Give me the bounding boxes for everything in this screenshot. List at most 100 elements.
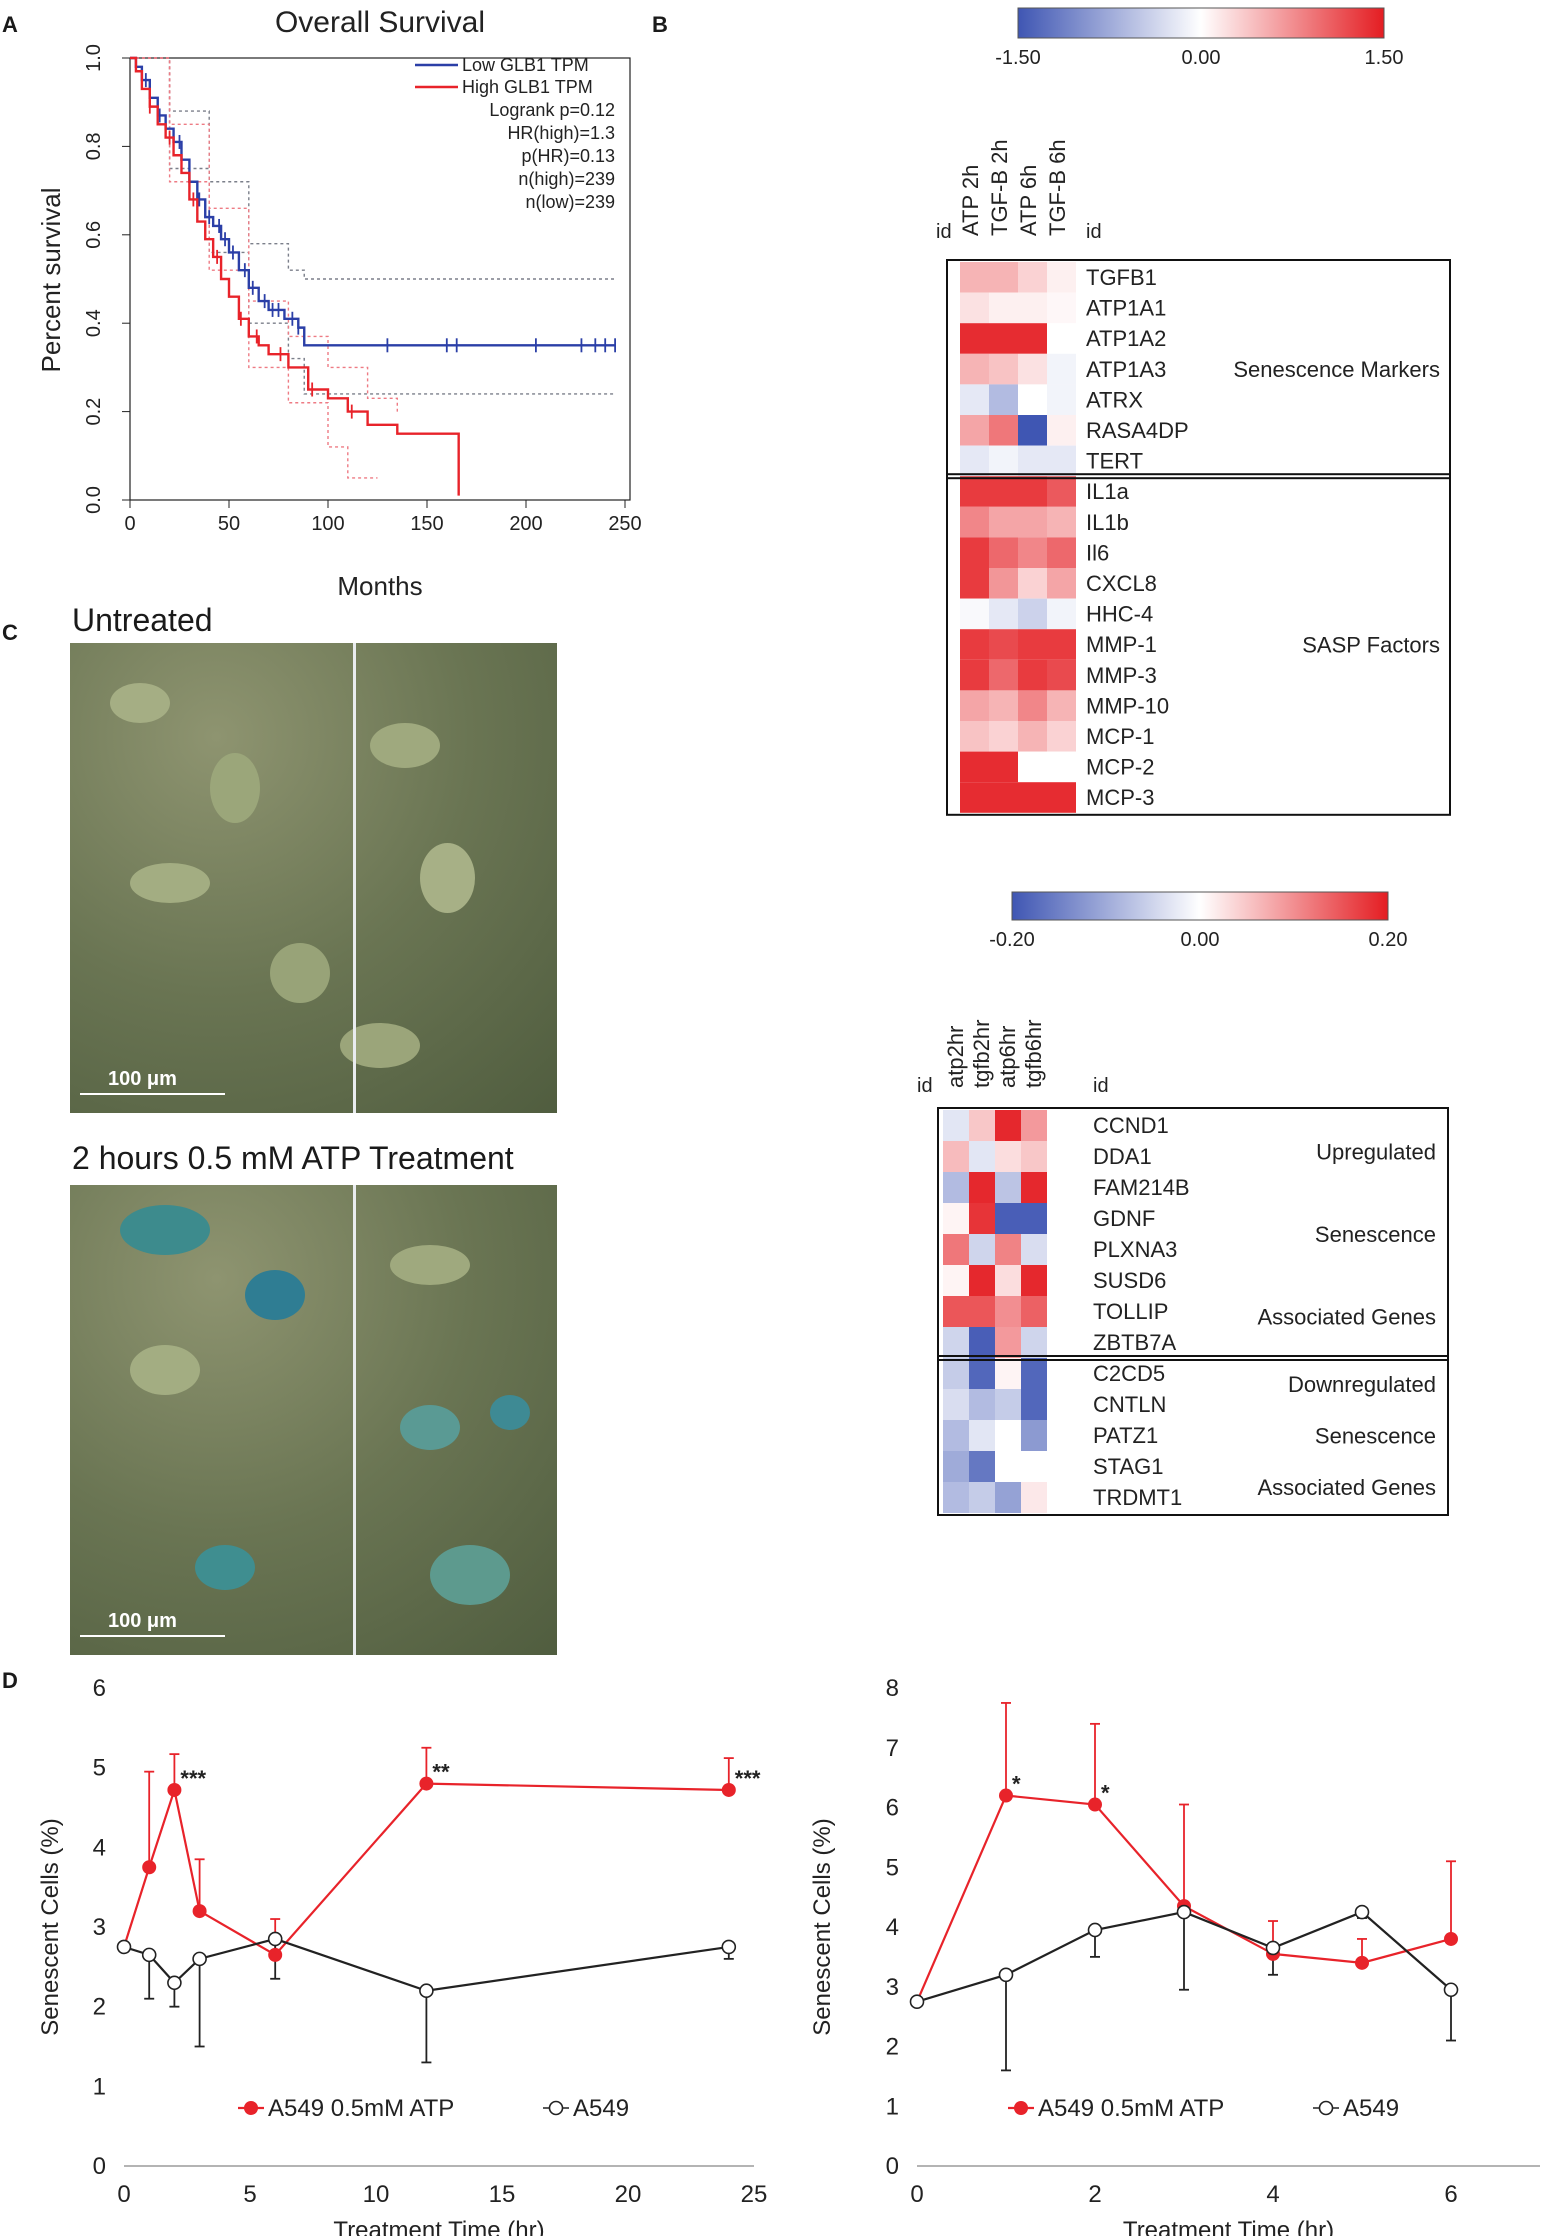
data-point-atp	[419, 1776, 434, 1791]
heat-cell	[1018, 292, 1047, 324]
data-point-control	[167, 1975, 182, 1991]
y-tick-label: 4	[886, 1914, 899, 1941]
heat-cell	[1021, 1451, 1047, 1482]
row-label: Il6	[1086, 540, 1109, 565]
heat-cell	[1047, 751, 1076, 783]
heat-cell	[989, 476, 1018, 507]
column-label: tgfb2hr	[969, 1020, 994, 1089]
heat-cell	[989, 445, 1018, 477]
heat-cell	[1021, 1265, 1047, 1296]
y-tick-label: 5	[886, 1854, 899, 1881]
heat-cell	[969, 1451, 995, 1482]
heat-cell	[1021, 1482, 1047, 1513]
group-label: Upregulated	[1316, 1139, 1436, 1164]
heat-cell	[969, 1296, 995, 1327]
id-label-left: id	[917, 1075, 933, 1097]
row-label: MMP-10	[1086, 693, 1169, 718]
heat-cell	[989, 384, 1018, 415]
x-tick-label: 0	[124, 513, 135, 535]
heat-cell	[995, 1203, 1021, 1234]
heat-cell	[969, 1110, 995, 1141]
x-axis-label: Treatment Time (hr)	[333, 2217, 544, 2236]
row-label: RASA4DP	[1086, 418, 1189, 443]
heat-cell	[943, 1358, 969, 1389]
heat-cell	[1047, 537, 1076, 568]
heat-cell	[943, 1141, 969, 1172]
heat-cell	[960, 384, 989, 415]
significance-marker: ***	[735, 1766, 761, 1791]
data-point-control	[998, 1967, 1014, 1983]
survival-line-high	[130, 56, 460, 496]
row-label: CNTLN	[1093, 1392, 1166, 1417]
panel-label-d: D	[2, 1668, 18, 1693]
heat-cell	[989, 690, 1018, 721]
heat-cell	[989, 537, 1018, 568]
heat-cell	[1047, 782, 1076, 813]
y-tick-label: 0.2	[83, 398, 105, 426]
heat-cell	[943, 1296, 969, 1327]
y-tick-label: 6	[93, 1675, 106, 1702]
y-tick-label: 5	[93, 1755, 106, 1782]
heat-cell	[943, 1172, 969, 1203]
row-label: CCND1	[1093, 1113, 1169, 1138]
y-tick-label: 8	[886, 1675, 899, 1702]
heat-cell	[1047, 292, 1076, 324]
data-point-control	[1443, 1982, 1459, 1998]
id-label-right: id	[1086, 221, 1102, 243]
y-axis-label: Senescent Cells (%)	[809, 1818, 836, 2035]
heat-cell	[1047, 384, 1076, 415]
x-tick-label: 4	[1266, 2181, 1279, 2208]
heat-cell	[960, 568, 989, 599]
column-label: TGF-B 2h	[987, 139, 1012, 236]
group-label: Senescence Markers	[1233, 357, 1440, 382]
x-tick-label: 6	[1444, 2181, 1457, 2208]
legend-label-atp: A549 0.5mM ATP	[268, 2095, 454, 2122]
row-label: MCP-3	[1086, 785, 1154, 810]
data-point-atp	[192, 1904, 207, 1919]
id-label-right: id	[1093, 1075, 1109, 1097]
confidence-band-high-lower	[130, 57, 378, 479]
column-label: ATP 6h	[1016, 165, 1041, 236]
data-point-atp	[1444, 1931, 1458, 1946]
data-point-atp	[1355, 1955, 1369, 1970]
colorbar	[1017, 7, 1385, 39]
heat-cell	[1047, 506, 1076, 538]
heat-cell	[1018, 721, 1047, 752]
heat-cell	[960, 262, 989, 293]
data-point-control	[1354, 1904, 1370, 1920]
senescence-timecourse-6h: 0 2 4 6 0 1 2 3 4 5 6 7 8 Treatment Time (hr) Senescen…	[809, 1675, 1540, 2236]
heat-cell	[989, 506, 1018, 538]
senescence-timecourse-24h: 0 5 10 15 20 25 0 1 2 3 4 5 6 Treatment Time (hr) Sene…	[37, 1675, 767, 2236]
group-box	[946, 259, 1451, 480]
data-point-control	[721, 1939, 737, 1955]
heat-cell	[995, 1327, 1021, 1358]
heat-cell	[943, 1482, 969, 1513]
heat-cell	[1047, 353, 1076, 385]
heat-cell	[1047, 262, 1076, 293]
heat-cell	[989, 751, 1018, 783]
heat-cell	[969, 1203, 995, 1234]
group-label: Senescence	[1315, 1424, 1436, 1449]
heat-cell	[989, 353, 1018, 385]
heat-cell	[1047, 445, 1076, 477]
heat-cell	[1047, 476, 1076, 507]
heat-cell	[943, 1451, 969, 1482]
heat-cell	[1047, 415, 1076, 446]
group-label: SASP Factors	[1302, 633, 1440, 658]
heat-cell	[960, 292, 989, 324]
heat-cell	[960, 659, 989, 691]
panel-label-a: A	[2, 12, 18, 37]
row-label: DDA1	[1093, 1144, 1152, 1169]
heat-cell	[1021, 1203, 1047, 1234]
heat-cell	[1018, 751, 1047, 783]
y-tick-label: 1	[93, 2073, 106, 2100]
heat-cell	[1018, 629, 1047, 660]
group-label: Associated Genes	[1257, 1305, 1436, 1330]
chart-title: Overall Survival	[275, 6, 485, 39]
heat-cell	[995, 1482, 1021, 1513]
micrograph-untreated: 100 μm	[70, 643, 557, 1113]
row-label: IL1a	[1086, 479, 1130, 504]
heat-cell	[969, 1389, 995, 1420]
group-label: Associated Genes	[1257, 1475, 1436, 1500]
